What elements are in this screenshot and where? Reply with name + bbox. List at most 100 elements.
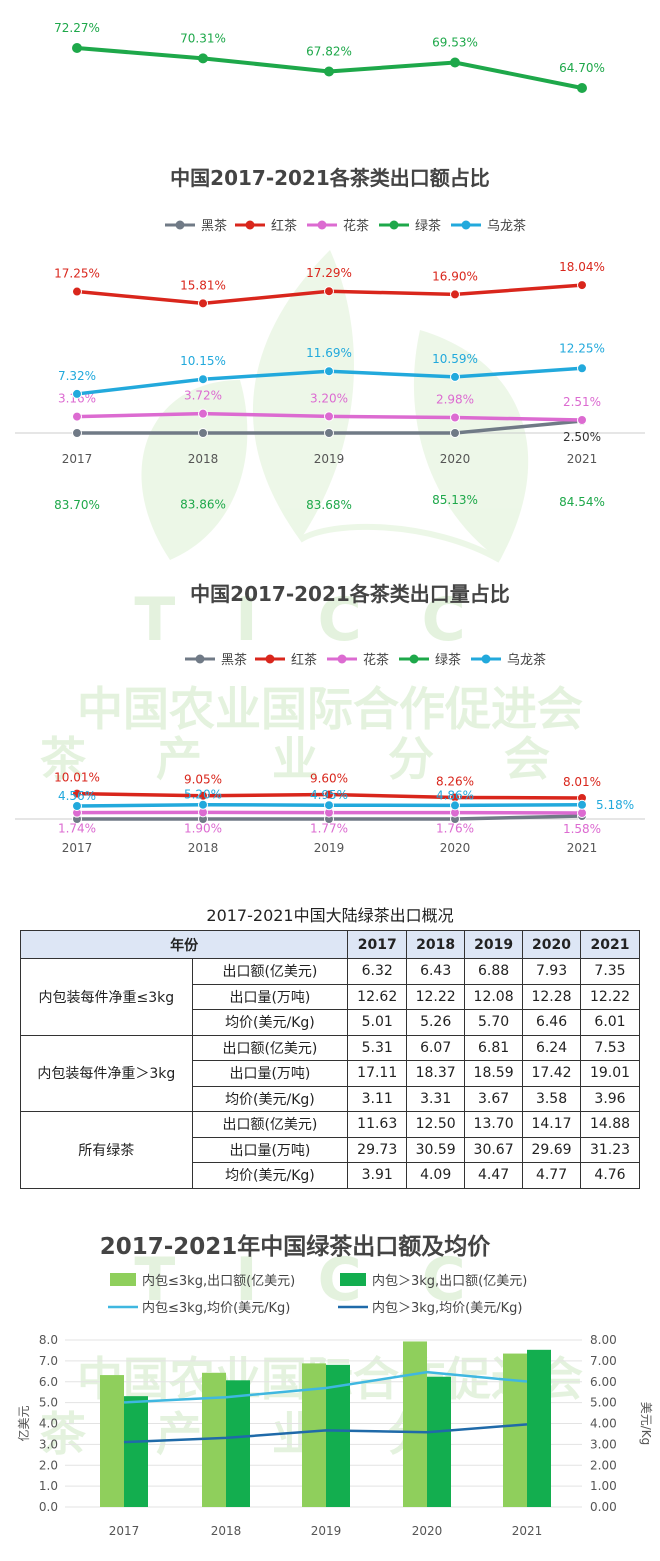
table-cell: 30.67 bbox=[464, 1136, 524, 1163]
table-cell: 7.93 bbox=[522, 958, 581, 985]
y-tick-label: 3.0 bbox=[39, 1437, 58, 1451]
table-cell: 6.07 bbox=[406, 1034, 466, 1061]
table-cell: 3.96 bbox=[580, 1085, 640, 1112]
data-label: 17.25% bbox=[54, 267, 100, 281]
data-label: 3.20% bbox=[310, 391, 348, 405]
table-cell: 29.69 bbox=[522, 1136, 581, 1163]
x-tick-label: 2020 bbox=[440, 841, 471, 855]
table-cell: 6.81 bbox=[464, 1034, 524, 1061]
data-label: 3.72% bbox=[184, 389, 222, 403]
x-tick-label: 2020 bbox=[440, 452, 471, 466]
data-point bbox=[450, 57, 460, 68]
watermark-org-line2: 茶产业分会 bbox=[40, 732, 620, 786]
legend-item: 内包＞3kg,出口额(亿美元) bbox=[372, 1273, 527, 1289]
data-label: 9.05% bbox=[184, 773, 222, 787]
table-cell: 31.23 bbox=[580, 1136, 640, 1163]
table-cell: 6.46 bbox=[522, 1009, 581, 1036]
data-point bbox=[577, 280, 587, 291]
header-2018: 2018 bbox=[406, 930, 466, 959]
metric-label: 出口额(亿美元) bbox=[191, 958, 349, 985]
watermark-latin: TICC bbox=[134, 585, 525, 655]
chart-top-green-line: 72.27% 70.31% 67.82% 69.53% 64.70% bbox=[54, 21, 605, 93]
table-cell: 11.63 bbox=[347, 1111, 408, 1138]
data-label: 10.15% bbox=[180, 354, 226, 368]
table-title: 2017-2021中国大陆绿茶出口概况 bbox=[206, 906, 454, 925]
legend-item: 内包≤3kg,出口额(亿美元) bbox=[142, 1273, 295, 1289]
data-label: 8.01% bbox=[563, 775, 601, 789]
data-point bbox=[577, 363, 587, 374]
bar bbox=[124, 1396, 148, 1507]
data-point bbox=[198, 53, 208, 64]
data-label: 17.29% bbox=[306, 266, 352, 280]
table-cell: 12.08 bbox=[464, 983, 524, 1010]
chart-export-volume-share: 中国2017-2021各茶类出口量占比 黑茶 红茶 花茶 绿茶 乌龙茶 2017 2018 2… bbox=[15, 582, 645, 855]
legend-marker bbox=[481, 654, 491, 664]
x-tick-label: 2018 bbox=[188, 452, 219, 466]
data-label: 16.90% bbox=[432, 269, 478, 283]
data-point bbox=[450, 800, 460, 811]
group-label: 内包装每件净重≤3kg bbox=[20, 958, 193, 1036]
table-cell: 14.88 bbox=[580, 1111, 640, 1138]
table-cell: 4.47 bbox=[464, 1162, 524, 1189]
data-label: 64.70% bbox=[559, 61, 605, 75]
data-point bbox=[72, 286, 82, 297]
data-label: 8.26% bbox=[436, 774, 474, 788]
data-label: 72.27% bbox=[54, 21, 100, 35]
header-2017: 2017 bbox=[347, 930, 408, 959]
data-point bbox=[72, 428, 82, 438]
x-tick-label: 2019 bbox=[314, 452, 345, 466]
header-2021: 2021 bbox=[580, 930, 640, 959]
table-cell: 3.31 bbox=[406, 1085, 466, 1112]
table-cell: 12.22 bbox=[406, 983, 466, 1010]
y-tick-label: 5.0 bbox=[39, 1396, 58, 1410]
x-tick-label: 2018 bbox=[211, 1524, 242, 1538]
chart-title: 中国2017-2021各茶类出口额占比 bbox=[170, 166, 490, 190]
chart-title: 2017-2021年中国绿茶出口额及均价 bbox=[100, 1233, 492, 1260]
data-label: 84.54% bbox=[559, 495, 605, 509]
header-2020: 2020 bbox=[522, 930, 581, 959]
data-label: 1.90% bbox=[184, 821, 222, 835]
y-axis-title: 亿美元 bbox=[16, 1405, 31, 1441]
legend-marker bbox=[409, 654, 419, 664]
table-cell: 3.91 bbox=[347, 1162, 408, 1189]
legend-item: 花茶 bbox=[363, 652, 389, 668]
table-cell: 13.70 bbox=[464, 1111, 524, 1138]
table-cell: 12.62 bbox=[347, 983, 408, 1010]
data-label: 9.60% bbox=[310, 772, 348, 786]
data-point bbox=[324, 428, 334, 438]
x-tick-label: 2017 bbox=[62, 841, 93, 855]
y2-axis-title: 美元/Kg bbox=[639, 1402, 653, 1446]
data-point bbox=[577, 83, 587, 93]
data-label: 5.20% bbox=[184, 788, 222, 802]
y2-tick-label: 5.00 bbox=[590, 1396, 617, 1410]
x-tick-label: 2020 bbox=[412, 1524, 443, 1538]
legend-item: 乌龙茶 bbox=[487, 218, 526, 234]
legend-marker bbox=[461, 220, 471, 230]
group-label: 内包装每件净重＞3kg bbox=[20, 1034, 193, 1112]
x-tick-label: 2019 bbox=[311, 1524, 342, 1538]
table-cell: 5.01 bbox=[347, 1009, 408, 1036]
table-cell: 3.58 bbox=[522, 1085, 581, 1112]
table-header-row: 年份 2017 2018 2019 2020 2021 bbox=[19, 930, 640, 959]
y-tick-label: 2.0 bbox=[39, 1458, 58, 1472]
data-point bbox=[450, 428, 460, 438]
bar bbox=[302, 1363, 326, 1507]
data-point bbox=[72, 788, 82, 799]
data-label: 5.18% bbox=[596, 798, 634, 812]
legend-marker bbox=[337, 654, 347, 664]
chart-export-value-share: 中国2017-2021各茶类出口额占比 黑茶 红茶 花茶 绿茶 乌龙茶 2017 2018 2… bbox=[15, 166, 645, 510]
header-2019: 2019 bbox=[464, 930, 524, 959]
table-cell: 5.70 bbox=[464, 1009, 524, 1036]
chart-green-tea-value-price: 2017-2021年中国绿茶出口额及均价 内包≤3kg,出口额(亿美元) 内包＞3… bbox=[16, 1233, 653, 1538]
bar bbox=[100, 1375, 124, 1507]
data-label: 12.25% bbox=[559, 341, 605, 355]
legend-item: 绿茶 bbox=[415, 218, 441, 234]
bar bbox=[527, 1349, 551, 1507]
y-tick-label: 0.0 bbox=[39, 1500, 58, 1514]
table-cell: 5.26 bbox=[406, 1009, 466, 1036]
table-row: 均价(美元/Kg) 3.11 3.31 3.67 3.58 3.96 bbox=[21, 1085, 640, 1112]
watermark-leaf-icon bbox=[141, 250, 529, 563]
data-point bbox=[577, 415, 587, 425]
data-point bbox=[198, 374, 208, 385]
x-tick-label: 2021 bbox=[512, 1524, 543, 1538]
